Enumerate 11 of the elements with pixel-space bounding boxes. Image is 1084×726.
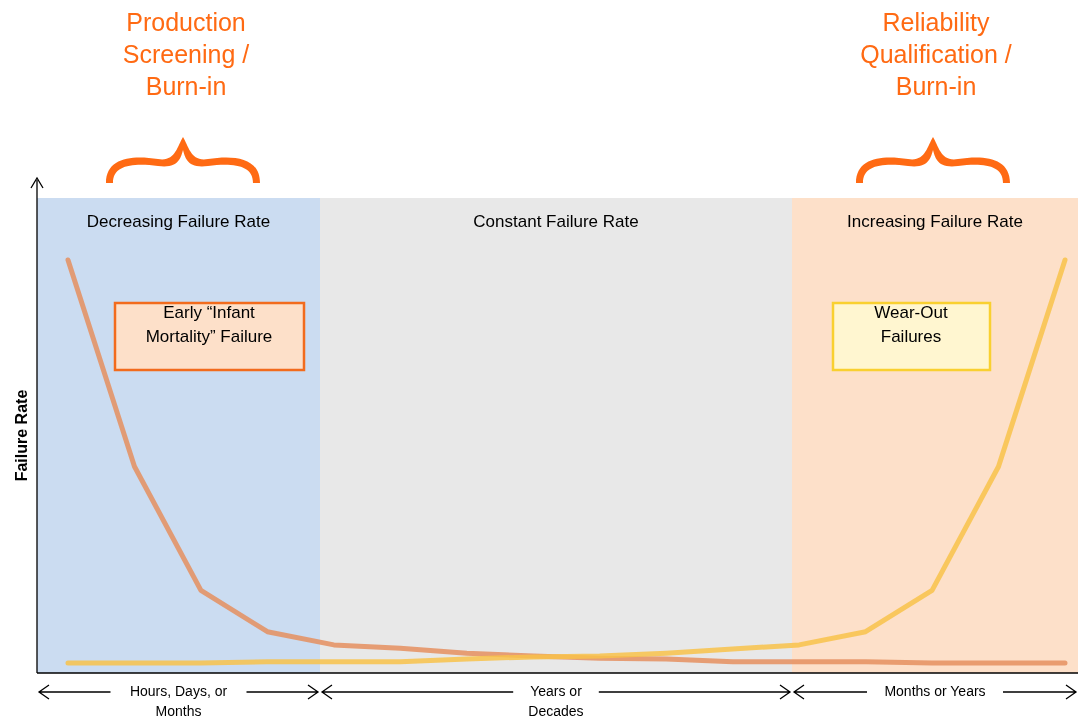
text: Constant Failure Rate [473, 212, 639, 231]
text: Months or Years [884, 683, 986, 699]
text: Hours, Days, or Months [129, 683, 228, 719]
text: Increasing Failure Rate [847, 212, 1023, 231]
text: Reliability Qualification / Burn-in [860, 7, 1012, 100]
annotation: Wear-Out Failures [874, 303, 948, 347]
text: Decreasing Failure Rate [86, 212, 271, 231]
y-axis-title: Failure Rate [13, 389, 30, 482]
text: Production Screening / Burn-in [122, 7, 250, 100]
text: Years or Decades [528, 683, 584, 719]
annotation: Early “Infant Mortality” Failure [145, 303, 273, 347]
